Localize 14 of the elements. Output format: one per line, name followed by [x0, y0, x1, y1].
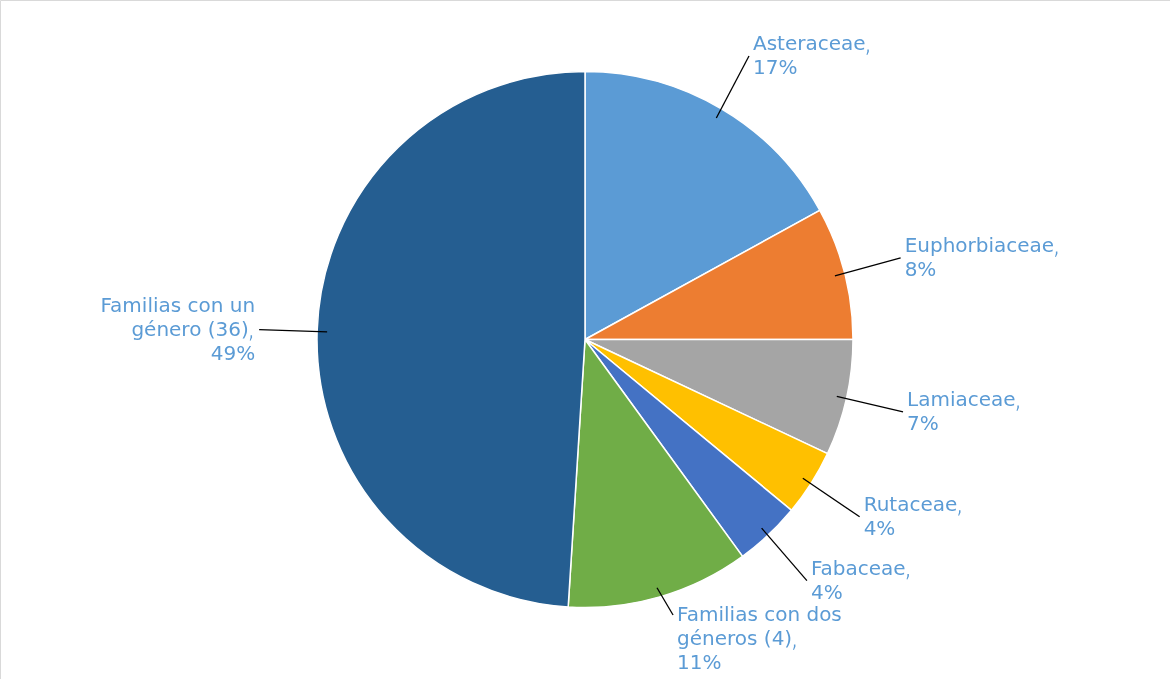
data-label: 11%	[677, 650, 722, 674]
slice-label: Rutaceae	[863, 491, 958, 516]
data-label: 7%	[907, 410, 939, 435]
data-label: 4%	[810, 579, 843, 604]
slice-label: Familias con un género (36)	[100, 292, 256, 341]
slice-label: Euphorbiaceae	[904, 232, 1055, 257]
legend-label: Asteraceae	[752, 30, 866, 55]
slice-label: Lamiaceae	[907, 386, 1016, 411]
slice-label: Fabaceae	[810, 555, 906, 580]
data-label: 17%	[752, 54, 798, 79]
data-label: 49%	[210, 340, 256, 365]
data-label: 8%	[904, 256, 937, 281]
slice-label: Familias con dos géneros (4)	[677, 602, 842, 650]
data-label: 4%	[863, 515, 896, 540]
